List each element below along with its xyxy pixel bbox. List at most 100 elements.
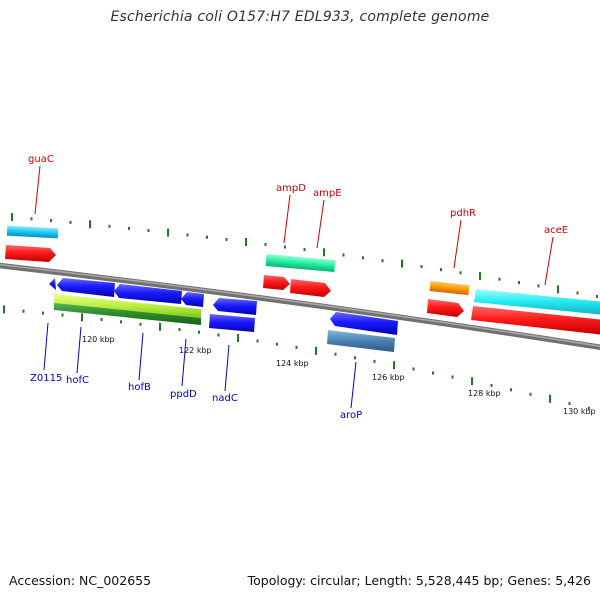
forward-tick (167, 228, 169, 237)
pdhR-gene[interactable] (427, 281, 470, 317)
hofB-leader (138, 332, 144, 381)
forward-tick (11, 213, 13, 221)
forward-tick (303, 248, 306, 252)
forward-tick (381, 259, 384, 263)
hofC-label[interactable]: hofC (66, 375, 89, 386)
reverse-tick (412, 367, 415, 371)
reverse-tick (471, 377, 473, 386)
Z0115-label[interactable]: Z0115 (30, 373, 62, 384)
hofC-cds-arrow (57, 278, 115, 297)
Z0115-gene[interactable] (49, 278, 56, 290)
hofB-cds-arrow (114, 284, 182, 304)
scale-label-130: 130 kbp (563, 407, 596, 416)
accession-text: Accession: NC_002655 (9, 573, 152, 588)
reverse-leader-lines (43, 322, 357, 409)
reverse-tick (3, 305, 5, 314)
reverse-tick (178, 328, 181, 331)
reverse-tick (549, 394, 551, 403)
scale-label-128: 128 kbp (468, 389, 501, 398)
ampE-gene[interactable] (290, 279, 331, 297)
scale-label-126: 126 kbp (372, 373, 405, 382)
ppdD-label[interactable]: ppdD (170, 389, 197, 400)
aceE-cds-arrow (471, 306, 600, 335)
reverse-tick (568, 402, 571, 405)
Z0115-leader (43, 322, 49, 371)
hofB-label[interactable]: hofB (128, 382, 151, 393)
aceE-leader (544, 236, 554, 286)
forward-tick (225, 238, 228, 241)
guaC-feature-bar (6, 225, 59, 239)
forward-tick (576, 291, 579, 295)
aceE-label[interactable]: aceE (544, 225, 568, 236)
ampE-cds-arrow (290, 279, 331, 297)
nadC-feature-bar (209, 314, 255, 332)
hofC-hofB-feature (54, 294, 201, 325)
forward-tick (264, 242, 267, 246)
forward-tick (186, 233, 189, 237)
genome-summary-text: Topology: circular; Length: 5,528,445 bp… (247, 573, 591, 588)
reverse-tick (529, 392, 532, 396)
reverse-tick (451, 375, 454, 379)
forward-tick (342, 253, 345, 257)
forward-tick (440, 268, 442, 272)
reverse-tick (120, 320, 122, 324)
guaC-label[interactable]: guaC (28, 154, 54, 165)
lime-feature-bar (54, 294, 201, 318)
reverse-tick (139, 322, 142, 326)
pdhR-feature-bar (429, 281, 470, 296)
guaC-gene[interactable] (5, 225, 59, 262)
forward-tick (518, 281, 520, 285)
forward-tick (69, 220, 72, 224)
Z0115-cds-arrow (49, 278, 56, 290)
forward-tick (284, 245, 286, 249)
forward-tick (245, 238, 247, 246)
ampD-label[interactable]: ampD (276, 183, 306, 194)
reverse-tick (334, 352, 337, 356)
reverse-tick (393, 361, 395, 370)
map-title: Escherichia coli O157:H7 EDL933, complet… (110, 9, 490, 25)
reverse-tick (42, 311, 44, 315)
forward-tick (89, 220, 91, 229)
forward-tick (147, 229, 150, 232)
ampD-leader (283, 194, 291, 244)
aceE-gene[interactable] (471, 289, 600, 335)
ampD-feature-bar (265, 254, 336, 273)
scale-label-120: 120 kbp (82, 335, 115, 344)
ampE-label[interactable]: ampE (313, 188, 342, 199)
nadC-gene[interactable] (209, 298, 257, 332)
reverse-tick (217, 333, 220, 337)
green-feature-bar (54, 303, 201, 325)
reverse-tick (490, 383, 493, 387)
nadC-leader (224, 344, 230, 392)
forward-tick (557, 285, 559, 294)
forward-tick (537, 284, 540, 288)
pdhR-label[interactable]: pdhR (450, 208, 476, 219)
guaC-cds-arrow (5, 245, 56, 262)
aroP-gene[interactable] (327, 312, 398, 352)
forward-tick (50, 219, 52, 223)
forward-tick (206, 235, 208, 239)
aroP-label[interactable]: aroP (340, 410, 362, 421)
forward-tick (362, 256, 364, 260)
scale-label-124: 124 kbp (276, 359, 309, 368)
ampD-gene[interactable] (263, 254, 336, 290)
reverse-tick (198, 330, 200, 334)
scale-label-122: 122 kbp (179, 346, 212, 355)
forward-leader-lines (34, 165, 554, 286)
reverse-tick (510, 388, 512, 392)
hofB-gene[interactable] (114, 284, 182, 304)
nadC-label[interactable]: nadC (212, 393, 238, 404)
ampE-leader (316, 199, 325, 249)
reverse-tick (432, 371, 434, 375)
forward-tick (128, 226, 130, 230)
reverse-tick (276, 342, 278, 346)
reverse-tick (81, 313, 83, 322)
hofC-gene[interactable] (57, 278, 115, 297)
forward-tick (401, 259, 403, 268)
ampD-cds-arrow (263, 275, 290, 290)
forward-tick (323, 248, 325, 257)
reverse-tick (315, 346, 317, 355)
reverse-tick (354, 356, 356, 360)
ppdD-gene[interactable] (181, 292, 204, 307)
nadC-cds-arrow (213, 298, 257, 315)
